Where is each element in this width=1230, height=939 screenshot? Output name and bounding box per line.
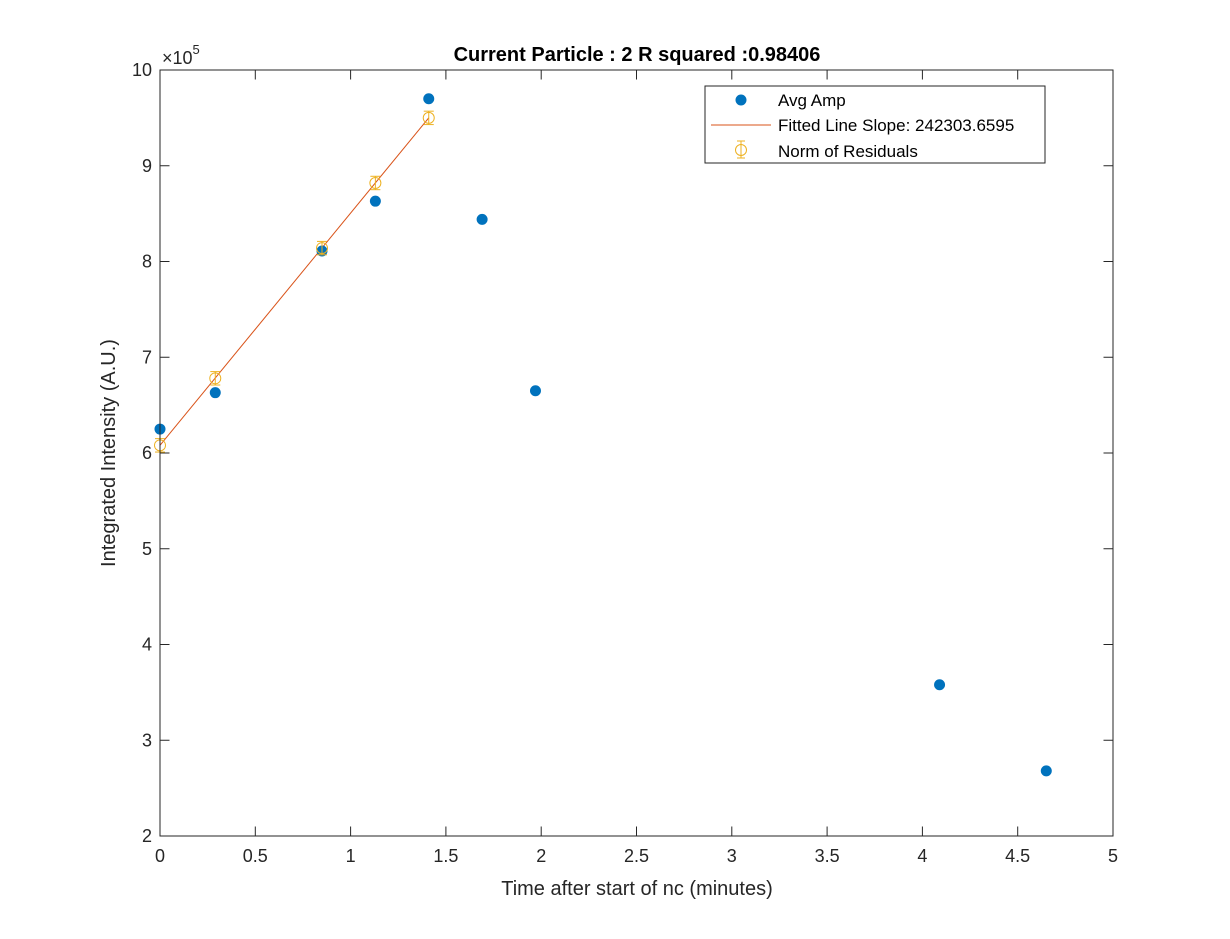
y-tick-label: 3 [142,730,152,750]
avg-amp-point [369,195,381,207]
fitted-line [159,117,430,446]
x-tick-label: 2.5 [624,846,649,866]
plot-area [160,70,1113,836]
residual-marker [369,176,382,189]
legend-label-avg-amp: Avg Amp [778,91,846,110]
y-tick-label: 8 [142,252,152,272]
residual-point [209,371,222,386]
legend-item-avg-amp: Avg Amp [735,91,846,110]
chart-title: Current Particle : 2 R squared :0.98406 [454,44,821,66]
residual-point [422,110,435,126]
residual-point [369,175,382,191]
x-tick-label: 4.5 [1005,846,1030,866]
legend-marker-residual-circle [735,144,747,156]
x-tick-label: 4 [917,846,927,866]
avg-amp-point [423,93,435,105]
avg-amp-point [1040,765,1052,777]
legend-item-fitted-line: Fitted Line Slope: 242303.6595 [711,116,1014,135]
residual-marker [209,372,222,385]
residual-point [316,240,329,256]
x-tick-label: 3.5 [815,846,840,866]
x-tick-label: 1.5 [433,846,458,866]
y-axis-label: Integrated Intensity (A.U.) [98,339,120,567]
avg-amp-point [934,679,946,691]
ticks: 0 0.5 1 1.5 2 2.5 3 3.5 4 4.5 5 2 3 4 5 6 7 8 9 10 [132,60,1118,866]
x-tick-label: 0 [155,846,165,866]
y-tick-label: 4 [142,635,152,655]
axes-box [159,69,1114,837]
y-axis-exponent-base: ×10 [162,48,193,68]
legend-item-norm-of-residuals: Norm of Residuals [735,140,918,161]
x-axis-label: Time after start of nc (minutes) [501,878,773,900]
legend-marker-avg-amp [735,94,747,106]
avg-amp-point [476,213,488,225]
x-tick-label: 1 [346,846,356,866]
y-axis-exponent: ×105 [162,42,200,68]
avg-amp-point [529,385,541,397]
legend: Avg Amp Fitted Line Slope: 242303.6595 N… [704,85,1046,164]
x-tick-label: 3 [727,846,737,866]
y-tick-label: 10 [132,60,152,80]
residual-marker [316,242,329,255]
y-tick-label: 2 [142,826,152,846]
residual-marker [422,111,435,124]
y-tick-label: 9 [142,156,152,176]
x-tick-label: 5 [1108,846,1118,866]
avg-amp-point [209,387,221,399]
x-tick-label: 0.5 [243,846,268,866]
y-tick-label: 7 [142,347,152,367]
x-tick-label: 2 [536,846,546,866]
legend-label-norm-of-residuals: Norm of Residuals [778,142,918,161]
y-tick-label: 5 [142,539,152,559]
legend-label-fitted-line: Fitted Line Slope: 242303.6595 [778,116,1014,135]
y-tick-label: 6 [142,443,152,463]
y-axis-exponent-power: 5 [193,42,200,57]
